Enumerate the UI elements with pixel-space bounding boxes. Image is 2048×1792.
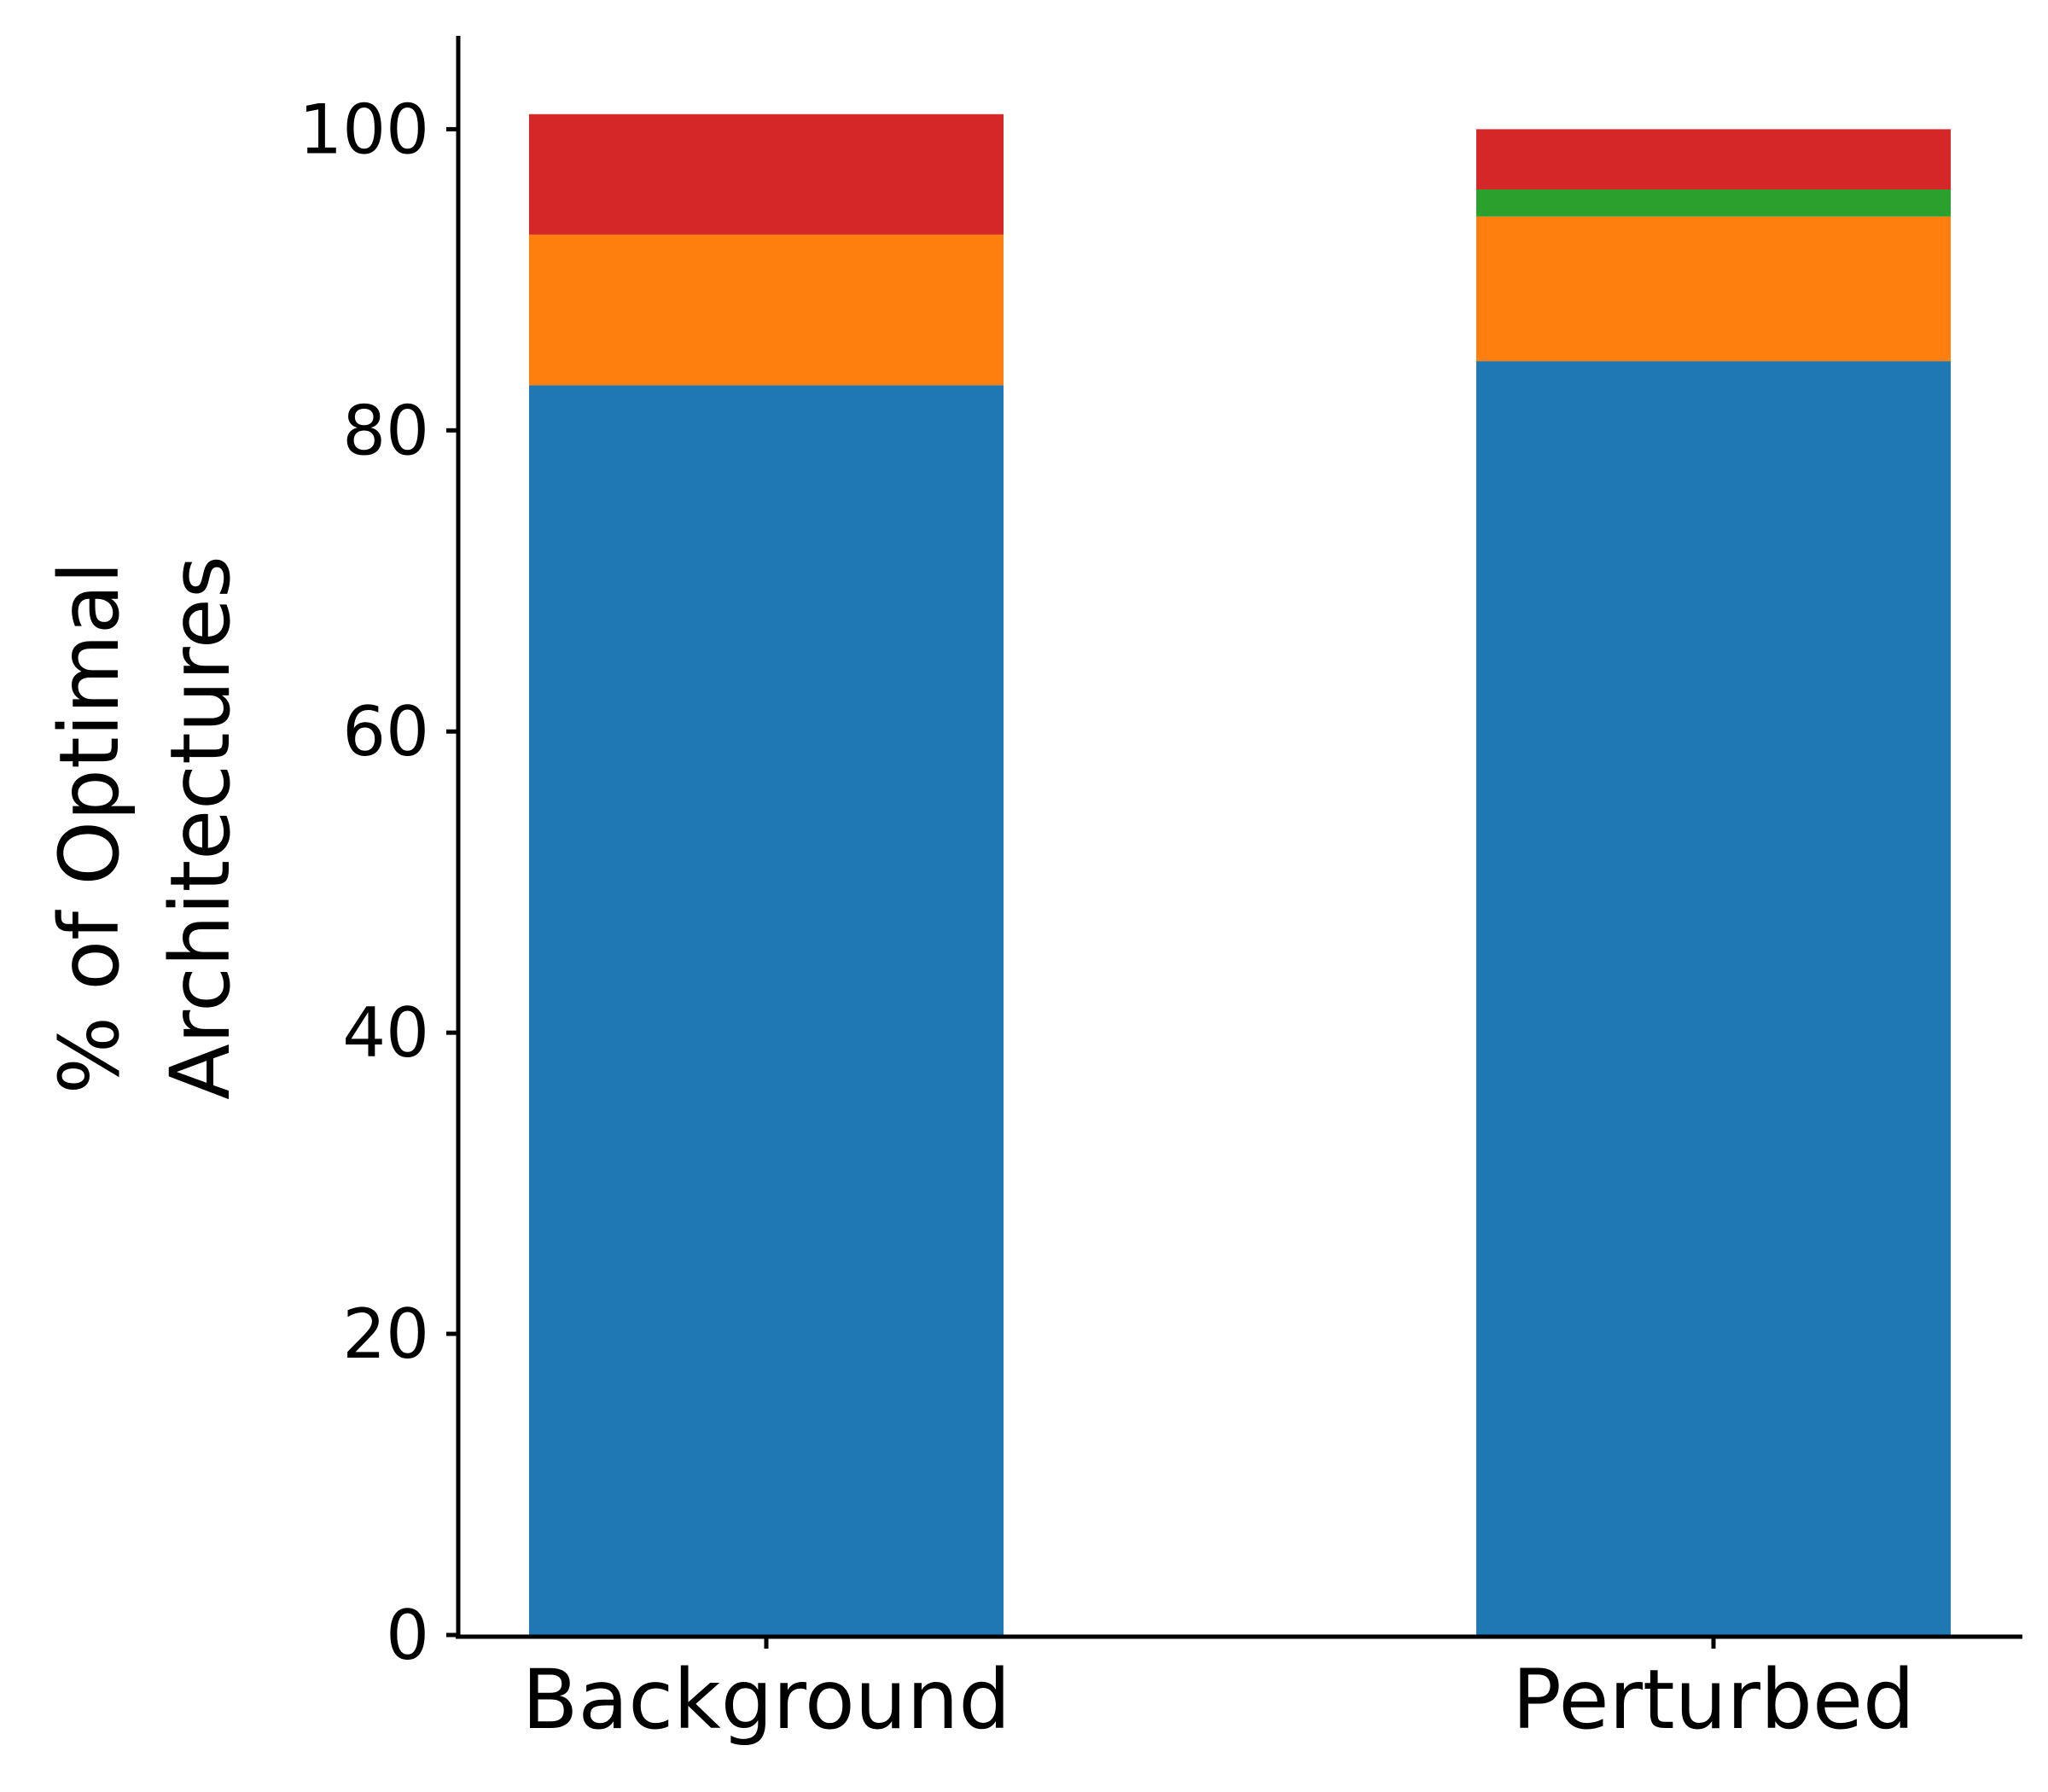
bar-segment-background-3 (529, 113, 1004, 235)
bar-segment-background-0 (529, 385, 1004, 1635)
bar-segment-perturbed-0 (1476, 361, 1951, 1635)
bar-segment-perturbed-3 (1476, 129, 1951, 189)
y-tick-label: 60 (342, 692, 429, 771)
bar-segment-perturbed-1 (1476, 216, 1951, 362)
axes-layer (456, 36, 2022, 1639)
y-tick-label: 20 (342, 1295, 429, 1374)
y-axis-title-line-2: Architectures (153, 556, 248, 1100)
x-tick-label-background: Background (522, 1652, 1011, 1748)
bar-segment-background-1 (529, 234, 1004, 386)
y-tick-label: 0 (386, 1596, 429, 1675)
bar-segment-perturbed-2 (1476, 189, 1951, 217)
y-tick-label: 100 (299, 90, 429, 169)
y-axis-title: % of Optimal Architectures (42, 556, 248, 1100)
x-tick-label-perturbed: Perturbed (1512, 1652, 1915, 1748)
bars-layer (529, 113, 1951, 1635)
y-axis-title-line-1: % of Optimal (42, 561, 137, 1095)
x-ticks-layer: Background Perturbed (522, 1637, 1915, 1748)
y-tick-label: 80 (342, 391, 429, 470)
y-ticks-layer: 0 20 40 60 80 100 (299, 90, 458, 1675)
y-tick-label: 40 (342, 993, 429, 1073)
